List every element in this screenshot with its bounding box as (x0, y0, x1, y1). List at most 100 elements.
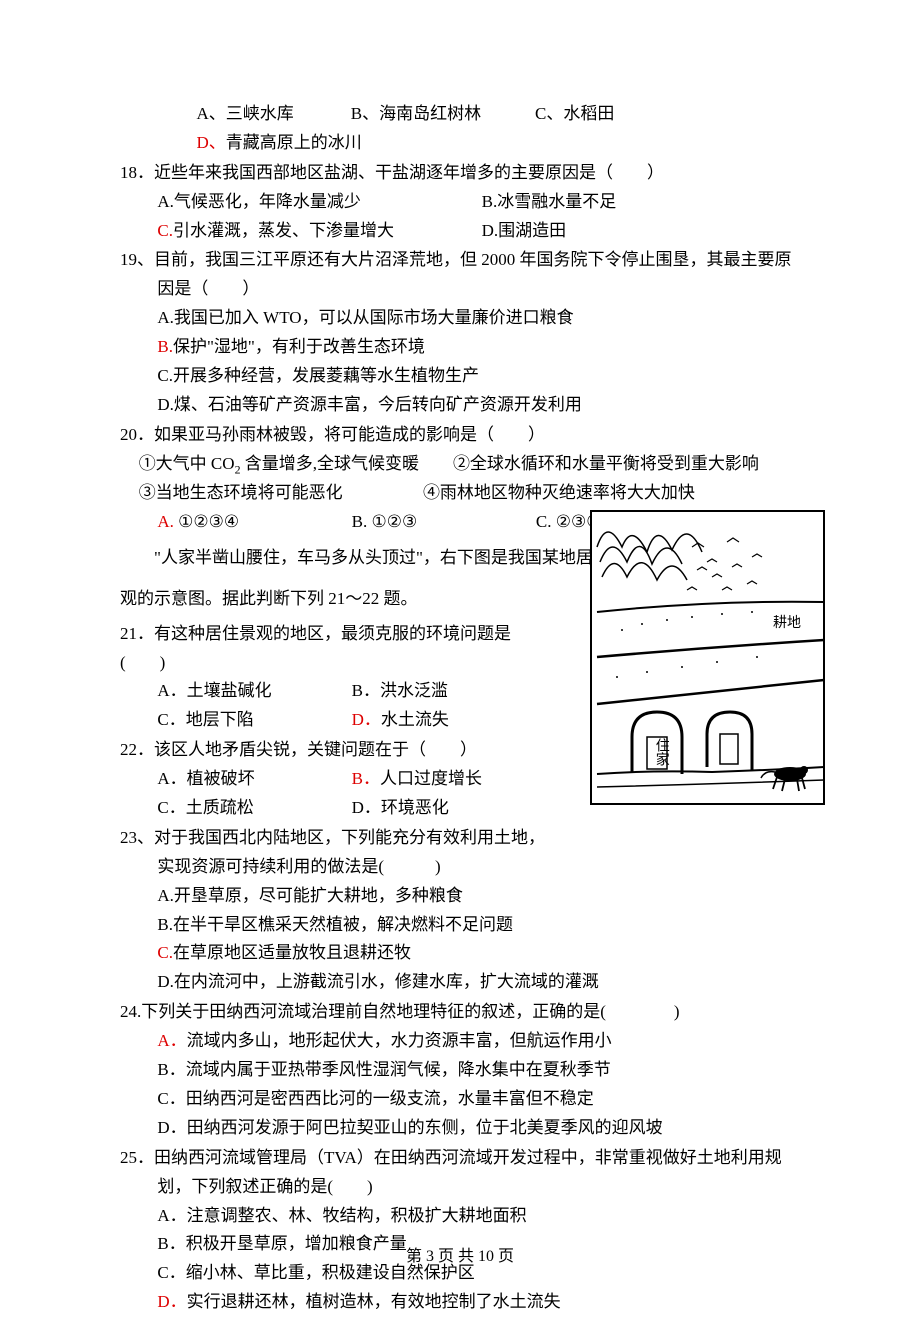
q19: 19、目前，我国三江平原还有大片沼泽荒地，但 2000 年国务院下令停止围垦，其… (120, 246, 800, 419)
q24-d-l: D． (157, 1118, 186, 1137)
q22-num: 22． (120, 740, 154, 759)
page-footer: 第 3 页 共 10 页 (0, 1243, 920, 1270)
q22-c-t: 土质疏松 (186, 794, 254, 823)
q20-s1b: 含量增多,全球气候变暖 (241, 454, 420, 473)
q21-a-t: 土壤盐碱化 (187, 677, 272, 706)
q18-stem: 近些年来我国西部地区盐湖、干盐湖逐年增多的主要原因是（ ） (154, 163, 664, 182)
q18-c-l: C. (157, 217, 173, 246)
q23-a-t: 开垦草原，尽可能扩大耕地，多种粮食 (174, 886, 463, 905)
q20-stem: 如果亚马孙雨林被毁，将可能造成的影响是（ ） (154, 425, 545, 444)
q21-d-t: 水土流失 (381, 706, 449, 735)
q17-a-text: 三峡水库 (226, 100, 294, 129)
q20-b-l: B. (352, 508, 368, 537)
q18: 18．近些年来我国西部地区盐湖、干盐湖逐年增多的主要原因是（ ） A.气候恶化，… (120, 159, 800, 246)
q24-num: 24. (120, 1002, 141, 1021)
q22-d-t: 环境恶化 (381, 794, 449, 823)
q21-stem: 有这种居住景观的地区，最须克服的环境问题是( ) (120, 624, 511, 672)
q17-options: A、三峡水库 B、海南岛红树林 C、水稻田 D、青藏高原上的冰川 (120, 100, 800, 158)
q23-num: 23、 (120, 828, 154, 847)
fig-label-farmland: 耕地 (773, 612, 801, 636)
q18-a-l: A. (157, 188, 174, 217)
q24-a-t: 流域内多山，地形起伏大，水力资源丰富，但航运作用小 (187, 1031, 612, 1050)
q19-stem: 目前，我国三江平原还有大片沼泽荒地，但 2000 年国务院下令停止围垦，其最主要… (154, 250, 792, 298)
q24-a-l: A． (157, 1031, 186, 1050)
q20-a-l: A. (157, 508, 174, 537)
q20-s2: ②全球水循环和水量平衡将受到重大影响 (453, 454, 759, 473)
q25-num: 25． (120, 1148, 154, 1167)
fig-label-house: 住家 (649, 738, 673, 766)
q18-a-t: 气候恶化，年降水量减少 (174, 188, 361, 217)
q20-num: 20． (120, 425, 154, 444)
q18-b-l: B. (482, 188, 498, 217)
q21-c-t: 地层下陷 (186, 706, 254, 735)
q22-stem: 该区人地矛盾尖锐，关键问题在于（ ） (154, 740, 477, 759)
q20-s3: ③当地生态环境将可能恶化 (139, 479, 419, 508)
q23: 23、对于我国西北内陆地区，下列能充分有效利用土地， 实现资源可持续利用的做法是… (120, 824, 800, 997)
q17-a-letter: A、 (197, 100, 226, 129)
q18-b-t: 冰雪融水量不足 (497, 188, 616, 217)
q25-stem: 田纳西河流域管理局（TVA）在田纳西河流域开发过程中，非常重视做好土地利用规划，… (154, 1148, 782, 1196)
q24-stem: 下列关于田纳西河流域治理前自然地理特征的叙述，正确的是( ) (141, 1002, 679, 1021)
q23-c-l: C. (157, 943, 173, 962)
q22-a-l: A． (157, 765, 186, 794)
q21-c-l: C． (157, 706, 185, 735)
q22-a-t: 植被破坏 (187, 765, 255, 794)
q17-d-letter: D、 (197, 129, 226, 158)
q24-c-t: 田纳西河是密西西比河的一级支流，水量丰富但不稳定 (186, 1089, 594, 1108)
q18-c-t: 引水灌溉，蒸发、下渗量增大 (173, 217, 394, 246)
q23-stem2: 实现资源可持续利用的做法是( ) (120, 853, 800, 882)
q24: 24.下列关于田纳西河流域治理前自然地理特征的叙述，正确的是( ) A．流域内多… (120, 998, 800, 1142)
q18-d-t: 围湖造田 (498, 217, 566, 246)
q20-c-l: C. (536, 508, 552, 537)
q19-b-t: 保护"湿地"，有利于改善生态环境 (173, 337, 425, 356)
q20-s1a: ①大气中 CO (139, 454, 235, 473)
q22-b-l: B． (352, 765, 380, 794)
q20-a-t: ①②③④ (178, 508, 239, 537)
q19-b-l: B. (157, 337, 173, 356)
q19-num: 19、 (120, 250, 154, 269)
landscape-figure: 耕地 住家 (590, 510, 825, 805)
q21-num: 21． (120, 624, 154, 643)
q20-s4: ④雨林地区物种灭绝速率将大大加快 (423, 483, 695, 502)
q25-a-t: 注意调整农、林、牧结构，积极扩大耕地面积 (187, 1206, 527, 1225)
q17-b-letter: B、 (351, 100, 379, 129)
q22-d-l: D． (352, 794, 381, 823)
context-21-22: "人家半凿山腰住，车马多从头顶过"，右下图是我国某地居住景观的示意图。据此判断下… (120, 538, 630, 620)
q25-a-l: A． (157, 1206, 186, 1225)
q19-a-t: 我国已加入 WTO，可以从国际市场大量廉价进口粮食 (174, 308, 574, 327)
q23-d-t: 在内流河中，上游截流引水，修建水库，扩大流域的灌溉 (174, 972, 599, 991)
q20-b-t: ①②③ (371, 508, 417, 537)
q24-c-l: C． (157, 1089, 185, 1108)
q23-stem1: 对于我国西北内陆地区，下列能充分有效利用土地， (154, 828, 545, 847)
q25: 25．田纳西河流域管理局（TVA）在田纳西河流域开发过程中，非常重视做好土地利用… (120, 1144, 800, 1317)
q23-d-l: D. (157, 972, 174, 991)
q17-d-text: 青藏高原上的冰川 (226, 129, 362, 158)
q18-d-l: D. (482, 217, 499, 246)
q17-b-text: 海南岛红树林 (379, 100, 481, 129)
q19-a-l: A. (157, 308, 174, 327)
q23-c-t: 在草原地区适量放牧且退耕还牧 (173, 943, 411, 962)
q22-c-l: C． (157, 794, 185, 823)
q21-a-l: A． (157, 677, 186, 706)
q18-num: 18． (120, 163, 154, 182)
q19-c-l: C. (157, 366, 173, 385)
q17-c-text: 水稻田 (563, 100, 614, 129)
q25-d-l: D． (157, 1292, 186, 1311)
q22-b-t: 人口过度增长 (380, 765, 482, 794)
q22: 22．该区人地矛盾尖锐，关键问题在于（ ） A．植被破坏 B．人口过度增长 C．… (120, 736, 530, 823)
q21-b-t: 洪水泛滥 (380, 677, 448, 706)
q19-c-t: 开展多种经营，发展菱藕等水生植物生产 (173, 366, 479, 385)
q19-d-l: D. (157, 395, 174, 414)
q24-b-l: B． (157, 1060, 185, 1079)
q17-c-letter: C、 (535, 100, 563, 129)
q19-d-t: 煤、石油等矿产资源丰富，今后转向矿产资源开发利用 (174, 395, 582, 414)
q25-d-t: 实行退耕还林，植树造林，有效地控制了水土流失 (187, 1292, 561, 1311)
q24-d-t: 田纳西河发源于阿巴拉契亚山的东侧，位于北美夏季风的迎风坡 (187, 1118, 663, 1137)
q24-b-t: 流域内属于亚热带季风性湿润气候，降水集中在夏秋季节 (186, 1060, 611, 1079)
q23-b-t: 在半干旱区樵采天然植被，解决燃料不足问题 (173, 915, 513, 934)
q21-d-l: D． (352, 706, 381, 735)
q21-b-l: B． (352, 677, 380, 706)
q23-a-l: A. (157, 886, 174, 905)
q23-b-l: B. (157, 915, 173, 934)
q21: 21．有这种居住景观的地区，最须克服的环境问题是( ) A．土壤盐碱化 B．洪水… (120, 620, 530, 736)
